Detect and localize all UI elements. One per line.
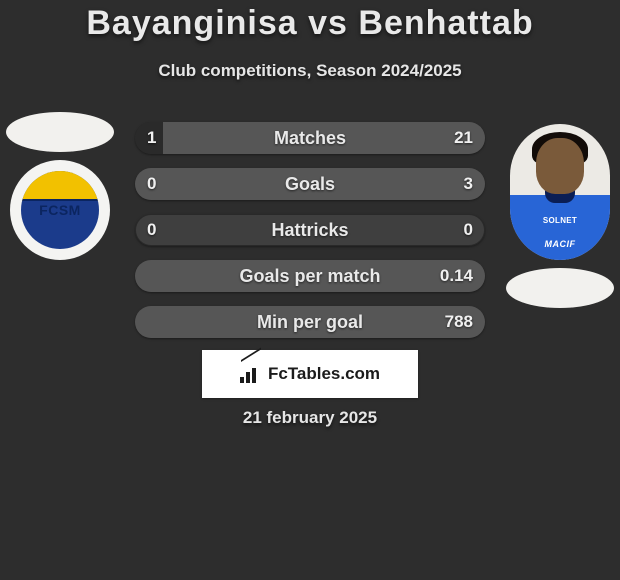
stat-label: Goals per match — [135, 260, 485, 292]
brand-text: FcTables.com — [268, 364, 380, 384]
left-club-badge: FCSM — [10, 160, 110, 260]
left-club-badge-inner: FCSM — [21, 171, 99, 249]
stat-comparison-bars: Matches121Goals03Hattricks00Goals per ma… — [135, 122, 485, 338]
jersey-sponsor-bottom: MACIF — [545, 239, 576, 249]
page-subtitle: Club competitions, Season 2024/2025 — [0, 61, 620, 81]
brand-chart-icon — [240, 365, 262, 383]
stat-value-right: 0.14 — [440, 260, 473, 292]
stat-row: Matches1 21 — [135, 122, 485, 154]
stat-value-right: 3 — [464, 168, 473, 200]
right-club-placeholder-oval — [506, 268, 614, 308]
stat-row: Min per goal788 — [135, 306, 485, 338]
brand-watermark: FcTables.com — [202, 350, 418, 398]
jersey-sponsor-top: SOLNET — [543, 216, 577, 225]
right-player-portrait: SOLNET MACIF — [510, 124, 610, 260]
stat-label: Min per goal — [135, 306, 485, 338]
right-player-column: SOLNET MACIF — [506, 124, 614, 308]
stat-label: Hattricks — [135, 214, 485, 246]
stat-value-left: 0 — [147, 214, 156, 246]
stat-row: Hattricks0 0 — [135, 214, 485, 246]
stat-value-left: 1 — [147, 122, 156, 154]
footer-date: 21 february 2025 — [0, 408, 620, 428]
stat-row: Goals per match0.14 — [135, 260, 485, 292]
stat-value-right: 788 — [445, 306, 473, 338]
page-title: Bayanginisa vs Benhattab — [0, 0, 620, 43]
stat-row: Goals0 3 — [135, 168, 485, 200]
left-player-placeholder-oval — [6, 112, 114, 152]
stat-value-left: 0 — [147, 168, 156, 200]
stat-label: Matches — [135, 122, 485, 154]
left-club-badge-text: FCSM — [39, 202, 81, 218]
stat-value-right: 21 — [454, 122, 473, 154]
left-player-column: FCSM — [6, 112, 114, 260]
stat-value-right: 0 — [464, 214, 473, 246]
stat-label: Goals — [135, 168, 485, 200]
